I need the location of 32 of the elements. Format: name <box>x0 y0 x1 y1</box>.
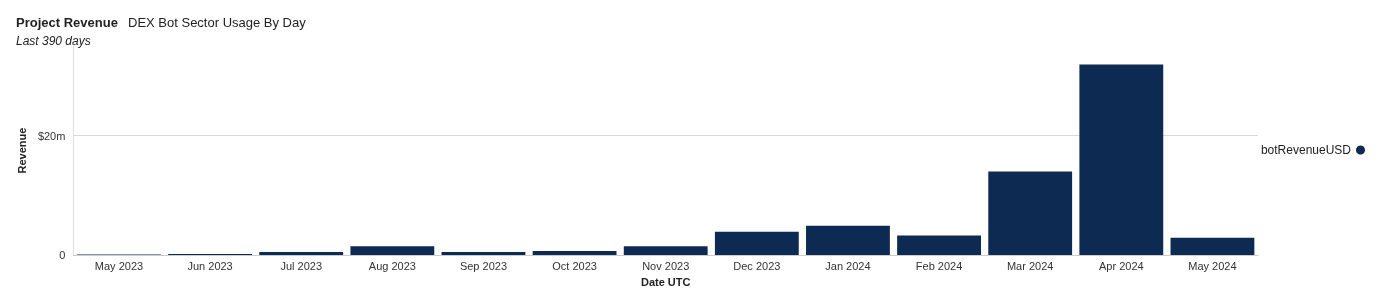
bar <box>1170 237 1255 256</box>
x-tick-label: Dec 2023 <box>733 259 781 272</box>
y-tick-label: 0 <box>59 249 66 262</box>
x-tick-label: Mar 2024 <box>1006 259 1054 272</box>
y-tick-label: $20m <box>37 129 66 142</box>
bar <box>714 231 799 256</box>
bar <box>623 246 708 256</box>
bar <box>441 252 526 256</box>
x-tick-label: May 2024 <box>1188 259 1237 272</box>
x-axis-title: Date UTC <box>640 275 691 288</box>
x-tick-label: Aug 2023 <box>368 259 416 272</box>
bar <box>988 171 1073 256</box>
legend-label: botRevenueUSD <box>1260 143 1352 157</box>
bar <box>1079 64 1164 256</box>
annotation: Last 390 days <box>16 34 91 48</box>
bar <box>259 252 344 256</box>
x-tick-label: Nov 2023 <box>642 259 690 272</box>
x-tick-label: May 2023 <box>94 259 144 272</box>
x-tick-label: Feb 2024 <box>915 259 963 272</box>
bar <box>350 246 435 256</box>
bar <box>806 225 890 256</box>
chart-title: Project Revenue <box>16 15 118 30</box>
x-tick-label: Jun 2023 <box>187 259 233 272</box>
x-tick-label: Sep 2023 <box>459 259 508 272</box>
x-tick-label: Oct 2023 <box>552 259 597 272</box>
y-axis-title: Revenue <box>15 127 28 174</box>
x-tick-label: Apr 2024 <box>1098 259 1144 272</box>
bar <box>897 235 981 256</box>
x-tick-label: Jan 2024 <box>825 259 871 272</box>
chart-subtitle: DEX Bot Sector Usage By Day <box>128 15 307 30</box>
bar <box>532 250 617 256</box>
x-tick-label: Jul 2023 <box>280 259 323 272</box>
